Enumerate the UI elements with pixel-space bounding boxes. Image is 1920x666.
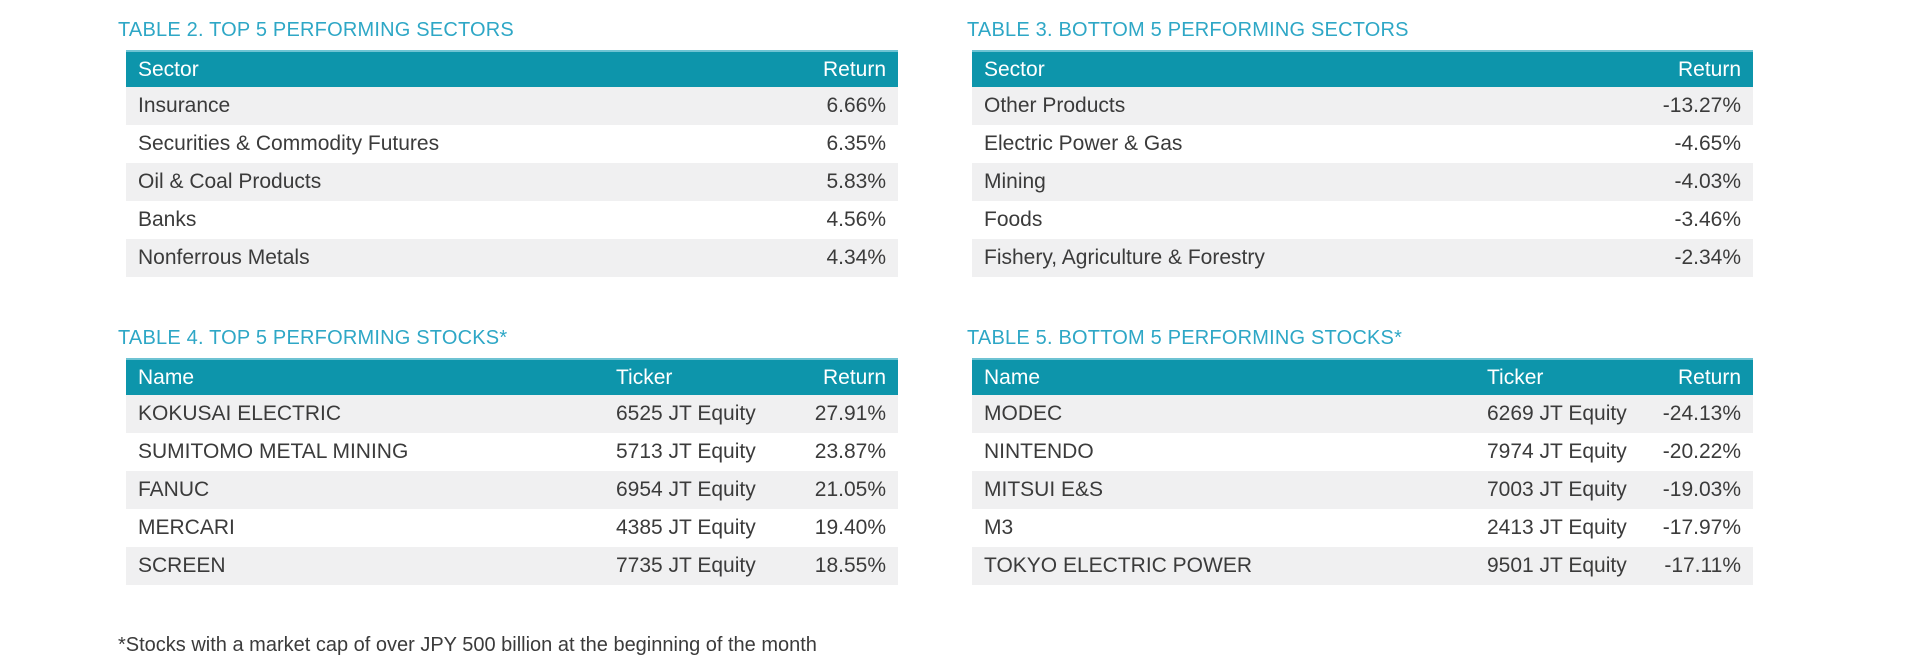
table5-title: TABLE 5. BOTTOM 5 PERFORMING STOCKS*	[967, 327, 1403, 349]
column-header-sector: Sector	[972, 50, 1613, 87]
table-header-row: Sector Return	[126, 50, 898, 87]
column-header-return: Return	[786, 358, 898, 395]
table-top-sectors: Sector Return Insurance 6.66% Securities…	[126, 50, 898, 277]
ticker-cell: 6525 JT Equity	[616, 402, 756, 425]
table-row: Securities & Commodity Futures 6.35%	[126, 125, 898, 163]
column-header-return: Return	[758, 50, 898, 87]
footnote: *Stocks with a market cap of over JPY 50…	[118, 634, 817, 656]
ticker-cell: 7974 JT Equity	[1487, 440, 1627, 463]
table-row: KOKUSAI ELECTRIC 6525 JT Equity 27.91%	[126, 395, 898, 433]
return-cell: -2.34%	[1674, 246, 1741, 269]
return-cell: -17.11%	[1664, 554, 1741, 577]
column-header-sector: Sector	[126, 50, 758, 87]
return-cell: -13.27%	[1662, 94, 1741, 117]
table-row: Mining -4.03%	[972, 163, 1753, 201]
table-row: Fishery, Agriculture & Forestry -2.34%	[972, 239, 1753, 277]
table-top-stocks: Name Ticker Return KOKUSAI ELECTRIC 6525…	[126, 358, 898, 585]
return-cell: -3.46%	[1674, 208, 1741, 231]
table-row: Foods -3.46%	[972, 201, 1753, 239]
table-row: TOKYO ELECTRIC POWER 9501 JT Equity -17.…	[972, 547, 1753, 585]
ticker-cell: 4385 JT Equity	[616, 516, 756, 539]
sector-cell: Foods	[984, 208, 1043, 231]
table-row: Banks 4.56%	[126, 201, 898, 239]
table-top-sectors-wrap: Sector Return Insurance 6.66% Securities…	[126, 50, 898, 277]
table-header-row: Name Ticker Return	[972, 358, 1753, 395]
table-bottom-stocks: Name Ticker Return MODEC 6269 JT Equity …	[972, 358, 1753, 585]
ticker-cell: 6954 JT Equity	[616, 478, 756, 501]
name-cell: M3	[984, 516, 1014, 539]
return-cell: 4.56%	[826, 208, 886, 231]
table-row: MODEC 6269 JT Equity -24.13%	[972, 395, 1753, 433]
table-row: MITSUI E&S 7003 JT Equity -19.03%	[972, 471, 1753, 509]
return-cell: 5.83%	[826, 170, 886, 193]
sector-cell: Other Products	[984, 94, 1126, 117]
table-header-row: Name Ticker Return	[126, 358, 898, 395]
column-header-name: Name	[972, 358, 1487, 395]
return-cell: -4.65%	[1674, 132, 1741, 155]
return-cell: -4.03%	[1674, 170, 1741, 193]
table-row: FANUC 6954 JT Equity 21.05%	[126, 471, 898, 509]
name-cell: MITSUI E&S	[984, 478, 1104, 501]
return-cell: -20.22%	[1662, 440, 1741, 463]
return-cell: 27.91%	[814, 402, 886, 425]
table2-title: TABLE 2. TOP 5 PERFORMING SECTORS	[118, 19, 514, 41]
table-row: Nonferrous Metals 4.34%	[126, 239, 898, 277]
sector-cell: Insurance	[138, 94, 231, 117]
name-cell: TOKYO ELECTRIC POWER	[984, 554, 1252, 577]
table-bottom-sectors-wrap: Sector Return Other Products -13.27% Ele…	[972, 50, 1753, 277]
sector-cell: Banks	[138, 208, 197, 231]
table-top-stocks-wrap: Name Ticker Return KOKUSAI ELECTRIC 6525…	[126, 358, 898, 585]
return-cell: 6.66%	[826, 94, 886, 117]
ticker-cell: 6269 JT Equity	[1487, 402, 1627, 425]
column-header-ticker: Ticker	[1487, 358, 1647, 395]
column-header-return: Return	[1647, 358, 1753, 395]
return-cell: 18.55%	[814, 554, 886, 577]
return-cell: 19.40%	[814, 516, 886, 539]
table-row: Oil & Coal Products 5.83%	[126, 163, 898, 201]
table-header-row: Sector Return	[972, 50, 1753, 87]
name-cell: MODEC	[984, 402, 1063, 425]
return-cell: 23.87%	[814, 440, 886, 463]
column-header-return: Return	[1613, 50, 1753, 87]
sector-cell: Electric Power & Gas	[984, 132, 1183, 155]
return-cell: 4.34%	[826, 246, 886, 269]
return-cell: -17.97%	[1662, 516, 1741, 539]
sector-cell: Fishery, Agriculture & Forestry	[984, 246, 1265, 269]
sector-cell: Oil & Coal Products	[138, 170, 322, 193]
name-cell: SUMITOMO METAL MINING	[138, 440, 409, 463]
table-row: MERCARI 4385 JT Equity 19.40%	[126, 509, 898, 547]
name-cell: KOKUSAI ELECTRIC	[138, 402, 342, 425]
table-row: SUMITOMO METAL MINING 5713 JT Equity 23.…	[126, 433, 898, 471]
name-cell: NINTENDO	[984, 440, 1094, 463]
column-header-ticker: Ticker	[616, 358, 786, 395]
table-row: SCREEN 7735 JT Equity 18.55%	[126, 547, 898, 585]
table-bottom-sectors: Sector Return Other Products -13.27% Ele…	[972, 50, 1753, 277]
table-row: NINTENDO 7974 JT Equity -20.22%	[972, 433, 1753, 471]
name-cell: FANUC	[138, 478, 210, 501]
table-row: M3 2413 JT Equity -17.97%	[972, 509, 1753, 547]
return-cell: -19.03%	[1662, 478, 1741, 501]
name-cell: SCREEN	[138, 554, 226, 577]
table-row: Other Products -13.27%	[972, 87, 1753, 125]
table3-title: TABLE 3. BOTTOM 5 PERFORMING SECTORS	[967, 19, 1409, 41]
column-header-name: Name	[126, 358, 616, 395]
sector-cell: Securities & Commodity Futures	[138, 132, 440, 155]
ticker-cell: 7003 JT Equity	[1487, 478, 1627, 501]
return-cell: 6.35%	[826, 132, 886, 155]
ticker-cell: 5713 JT Equity	[616, 440, 756, 463]
sector-cell: Mining	[984, 170, 1046, 193]
name-cell: MERCARI	[138, 516, 235, 539]
table-bottom-stocks-wrap: Name Ticker Return MODEC 6269 JT Equity …	[972, 358, 1753, 585]
ticker-cell: 9501 JT Equity	[1487, 554, 1627, 577]
return-cell: -24.13%	[1662, 402, 1741, 425]
table-row: Insurance 6.66%	[126, 87, 898, 125]
ticker-cell: 7735 JT Equity	[616, 554, 756, 577]
table4-title: TABLE 4. TOP 5 PERFORMING STOCKS*	[118, 327, 508, 349]
sector-cell: Nonferrous Metals	[138, 246, 310, 269]
table-row: Electric Power & Gas -4.65%	[972, 125, 1753, 163]
ticker-cell: 2413 JT Equity	[1487, 516, 1627, 539]
return-cell: 21.05%	[814, 478, 886, 501]
